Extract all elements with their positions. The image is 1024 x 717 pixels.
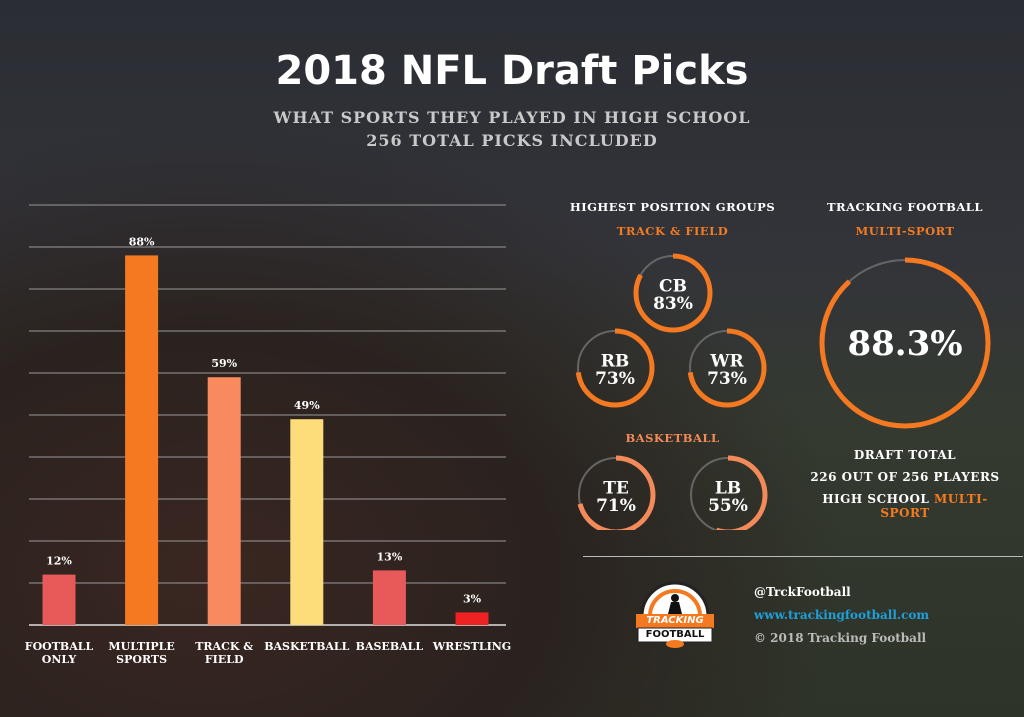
page-title: 2018 NFL Draft Picks [275, 48, 749, 94]
tracking-heading: TRACKING FOOTBALL [827, 200, 983, 214]
ring-text: 73% [595, 369, 635, 389]
data-label: 12% [46, 555, 72, 568]
website-link[interactable]: www.trackingfootball.com [754, 608, 930, 622]
ring-text: 55% [708, 496, 748, 516]
ring-text: 71% [596, 496, 636, 516]
data-label: 49% [294, 399, 320, 412]
twitter-handle[interactable]: @TrckFootball [754, 585, 851, 599]
tracking-football-logo [636, 581, 714, 648]
bar [455, 612, 489, 625]
x-tick-label: BASEBALL [355, 640, 424, 653]
x-tick-label: MULTIPLE SPORTS [108, 640, 175, 666]
copyright: © 2018 Tracking Football [754, 631, 927, 645]
high-school-line: HIGH SCHOOL MULTI-SPORT [800, 492, 1010, 520]
data-label: 3% [463, 592, 482, 605]
bar [290, 419, 324, 625]
data-label: 59% [211, 357, 237, 370]
ring-text: TE [603, 478, 629, 498]
basketball-label: BASKETBALL [625, 431, 720, 445]
x-tick-label: TRACK & FIELD [195, 640, 254, 666]
ring-text: RB [601, 351, 630, 371]
ring-progress [687, 328, 767, 408]
hs-suffix: MULTI-SPORT [880, 492, 988, 520]
ring-text: 88.3% [847, 324, 962, 364]
divider [583, 556, 1023, 557]
subtitle: WHAT SPORTS THEY PLAYED IN HIGH SCHOOL [273, 108, 751, 127]
multi-sport-label: MULTI-SPORT [855, 224, 955, 238]
ring-progress [576, 455, 656, 530]
ring-progress [633, 253, 713, 333]
position-groups-heading: HIGHEST POSITION GROUPS [569, 200, 776, 214]
bar [372, 570, 406, 625]
ring-progress [575, 328, 655, 408]
bar [125, 255, 159, 625]
ring-text: LB [715, 478, 741, 498]
bar [207, 377, 241, 625]
ring-progress [688, 455, 768, 530]
ring-text: WR [709, 351, 744, 371]
draft-total-label: DRAFT TOTAL [853, 448, 957, 462]
bar-chart: 12% 88% 59% 49% 13% 3% [29, 204, 506, 626]
subtitle-total: 256 TOTAL PICKS INCLUDED [366, 131, 658, 150]
data-label: 88% [129, 235, 155, 248]
track-field-label: TRACK & FIELD [616, 224, 729, 238]
ring-multi-sport: 88.3% [819, 257, 991, 429]
bar [42, 574, 76, 625]
ring-text: 83% [653, 294, 693, 314]
hs-prefix: HIGH SCHOOL [822, 492, 930, 506]
ring-progress [819, 257, 991, 429]
draft-count: 226 OUT OF 256 PLAYERS [810, 470, 1000, 484]
ring-text: 73% [707, 369, 747, 389]
x-tick-label: BASKETBALL [264, 640, 350, 653]
logo-text-football: FOOTBALL [645, 629, 705, 640]
logo-text-tracking: TRACKING [646, 615, 704, 626]
ring-text: CB [659, 276, 687, 296]
data-label: 13% [377, 550, 403, 563]
x-tick-label: WRESTLING [432, 640, 512, 653]
x-tick-label: FOOTBALL ONLY [24, 640, 94, 666]
